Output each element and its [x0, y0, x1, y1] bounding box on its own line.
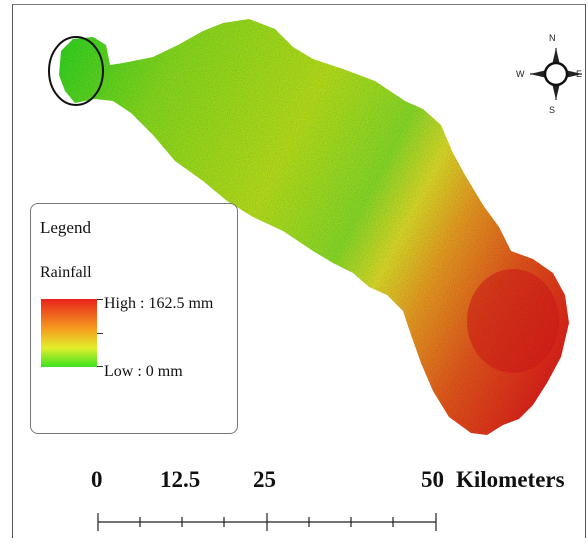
compass-icon [530, 48, 582, 100]
map-frame: N S W E Legend Rainfall High : 162.5 mm … [12, 4, 586, 538]
ramp-tick-low [97, 366, 103, 367]
compass-north-label: N [549, 33, 556, 43]
ramp-tick-mid [97, 333, 103, 334]
rainfall-map [48, 19, 582, 531]
scale-label-25: 25 [253, 467, 276, 492]
legend-title: Legend [40, 218, 91, 237]
scale-label-50: 50 [421, 467, 444, 492]
compass-south-label: S [549, 105, 556, 115]
compass-west-label: W [516, 69, 525, 79]
rainfall-color-ramp [41, 299, 97, 367]
legend-box: Legend Rainfall High : 162.5 mm Low : 0 … [30, 203, 238, 434]
compass-east-label: E [576, 69, 583, 79]
ramp-tick-high [97, 299, 103, 300]
legend-high-label: High : 162.5 mm [104, 295, 214, 312]
legend-low-label: Low : 0 mm [104, 363, 183, 380]
scale-label-12-5: 12.5 [160, 467, 201, 492]
scale-bar [97, 513, 437, 531]
scale-unit-label: Kilometers [456, 467, 565, 492]
highlight-circle [48, 36, 104, 106]
scale-label-0: 0 [91, 467, 103, 492]
legend-subtitle: Rainfall [40, 264, 92, 281]
